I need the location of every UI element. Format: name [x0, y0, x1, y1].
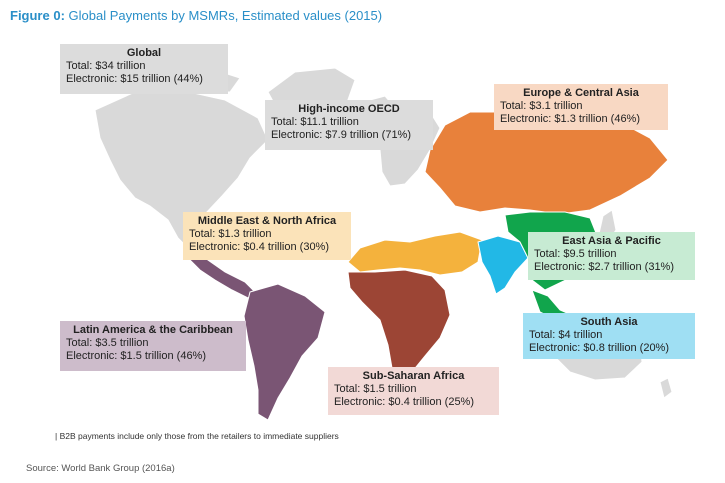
- central-america-shape: [183, 254, 256, 299]
- latin-america-electronic: Electronic: $1.5 trillion (46%): [66, 350, 207, 362]
- europe-central-asia-total: Total: $3.1 trillion: [500, 100, 583, 112]
- figure-label: Figure 0:: [10, 8, 65, 23]
- middle-east-north-africa-shape: [347, 231, 483, 276]
- source-credit: Source: World Bank Group (2016a): [26, 463, 175, 474]
- middle-east-north-africa-box: Middle East & North Africa Total: $1.3 t…: [183, 212, 351, 260]
- figure-title-text: Global Payments by MSMRs, Estimated valu…: [68, 8, 383, 23]
- south-asia-total: Total: $4 trillion: [529, 329, 603, 341]
- sub-saharan-africa-electronic: Electronic: $0.4 trillion (25%): [334, 396, 475, 408]
- latin-america-total: Total: $3.5 trillion: [66, 337, 149, 349]
- east-asia-pacific-box: East Asia & Pacific Total: $9.5 trillion…: [528, 232, 695, 280]
- new-zealand-shape: [659, 377, 673, 399]
- south-america-shape: [243, 283, 326, 421]
- footnote: | B2B payments include only those from t…: [55, 431, 339, 441]
- sub-saharan-africa-total: Total: $1.5 trillion: [334, 383, 417, 395]
- latin-america-box: Latin America & the Caribbean Total: $3.…: [60, 321, 246, 371]
- global-box: Global Total: $34 trillion Electronic: $…: [60, 44, 228, 94]
- oecd-heading: High-income OECD: [298, 103, 400, 115]
- oecd-total: Total: $11.1 trillion: [271, 116, 359, 128]
- sub-saharan-africa-box: Sub-Saharan Africa Total: $1.5 trillion …: [328, 367, 499, 415]
- global-heading: Global: [126, 47, 162, 59]
- south-asia-shape: [477, 235, 529, 295]
- global-electronic: Electronic: $15 trillion (44%): [66, 73, 203, 85]
- sub-saharan-africa-heading: Sub-Saharan Africa: [362, 370, 465, 382]
- middle-east-north-africa-heading: Middle East & North Africa: [197, 215, 337, 227]
- oecd-box: High-income OECD Total: $11.1 trillion E…: [265, 100, 433, 150]
- europe-central-asia-heading: Europe & Central Asia: [523, 87, 639, 99]
- south-asia-heading: South Asia: [580, 316, 638, 328]
- south-asia-box: South Asia Total: $4 trillion Electronic…: [523, 313, 695, 359]
- east-asia-pacific-heading: East Asia & Pacific: [562, 235, 661, 247]
- east-asia-pacific-total: Total: $9.5 trillion: [534, 248, 617, 260]
- figure-title: Figure 0: Global Payments by MSMRs, Esti…: [10, 8, 382, 23]
- east-asia-pacific-electronic: Electronic: $2.7 trillion (31%): [534, 261, 675, 273]
- global-total: Total: $34 trillion: [66, 60, 146, 72]
- europe-central-asia-electronic: Electronic: $1.3 trillion (46%): [500, 113, 641, 125]
- oecd-electronic: Electronic: $7.9 trillion (71%): [271, 129, 412, 141]
- middle-east-north-africa-electronic: Electronic: $0.4 trillion (30%): [189, 241, 330, 253]
- europe-central-asia-box: Europe & Central Asia Total: $3.1 trilli…: [494, 84, 668, 130]
- latin-america-heading: Latin America & the Caribbean: [73, 324, 233, 336]
- middle-east-north-africa-total: Total: $1.3 trillion: [189, 228, 272, 240]
- sub-saharan-africa-shape: [347, 269, 451, 383]
- south-asia-electronic: Electronic: $0.8 trillion (20%): [529, 342, 670, 354]
